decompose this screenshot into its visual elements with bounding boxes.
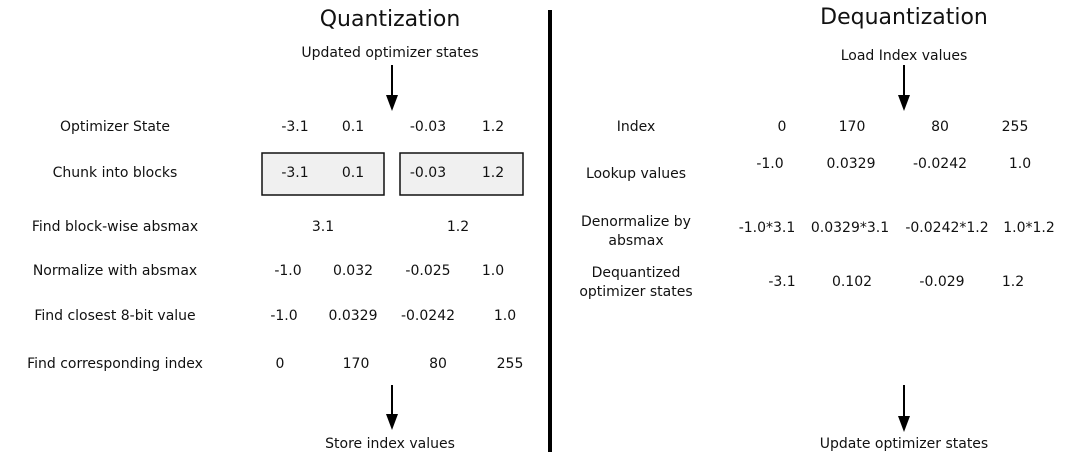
arrow-head [898,416,910,432]
arrow-head [386,95,398,111]
cell-value: -0.025 [405,263,450,279]
cell-value: 170 [839,119,866,135]
cell-value: 0 [276,356,285,372]
row-label: Denormalize by [581,214,691,230]
cell-value: -1.0 [270,308,297,324]
cell-value: -3.1 [768,274,795,290]
cell-value: -1.0 [756,156,783,172]
block-box [261,152,385,196]
cell-value: 3.1 [312,219,334,235]
cell-value: 80 [429,356,447,372]
cell-value: 1.0*1.2 [1003,220,1055,236]
cell-value: 0.1 [342,119,364,135]
row-label: Find corresponding index [27,356,203,372]
arrow-head [386,414,398,430]
cell-value: -1.0*3.1 [739,220,796,236]
cell-value: 80 [931,119,949,135]
cell-value: 0.1 [342,165,364,181]
cell-value: 1.0 [1009,156,1031,172]
cell-value: -1.0 [274,263,301,279]
output-label: Store index values [325,436,455,452]
row-label: Index [617,119,656,135]
cell-value: 0.0329 [827,156,876,172]
row-label: Find closest 8-bit value [34,308,195,324]
output-label: Update optimizer states [820,436,988,452]
row-label: Find block-wise absmax [32,219,198,235]
cell-value: 0.032 [333,263,373,279]
cell-value: 0 [778,119,787,135]
cell-value: -0.03 [410,165,446,181]
arrow-head [898,95,910,111]
row-label: optimizer states [579,284,692,300]
cell-value: 0.102 [832,274,872,290]
input-label: Updated optimizer states [301,45,478,61]
cell-value: 255 [1002,119,1029,135]
row-label: Optimizer State [60,119,170,135]
panel-title: Dequantization [820,5,988,30]
panel-title: Quantization [320,7,461,32]
cell-value: 0.0329 [329,308,378,324]
block-box [399,152,524,196]
cell-value: 170 [343,356,370,372]
row-label: Dequantized [592,265,681,281]
cell-value: -0.0242 [913,156,967,172]
cell-value: 1.2 [447,219,469,235]
cell-value: -0.029 [919,274,964,290]
cell-value: 255 [497,356,524,372]
row-label: Chunk into blocks [53,165,178,181]
input-label: Load Index values [841,48,968,64]
row-label: Lookup values [586,166,686,182]
cell-value: 1.0 [494,308,516,324]
cell-value: 0.0329*3.1 [811,220,889,236]
cell-value: 1.2 [482,165,504,181]
cell-value: -0.0242*1.2 [905,220,988,236]
cell-value: -3.1 [281,119,308,135]
row-label: absmax [608,233,663,249]
row-label: Normalize with absmax [33,263,197,279]
cell-value: 1.0 [482,263,504,279]
cell-value: 1.2 [1002,274,1024,290]
cell-value: -0.03 [410,119,446,135]
cell-value: -0.0242 [401,308,455,324]
cell-value: 1.2 [482,119,504,135]
cell-value: -3.1 [281,165,308,181]
